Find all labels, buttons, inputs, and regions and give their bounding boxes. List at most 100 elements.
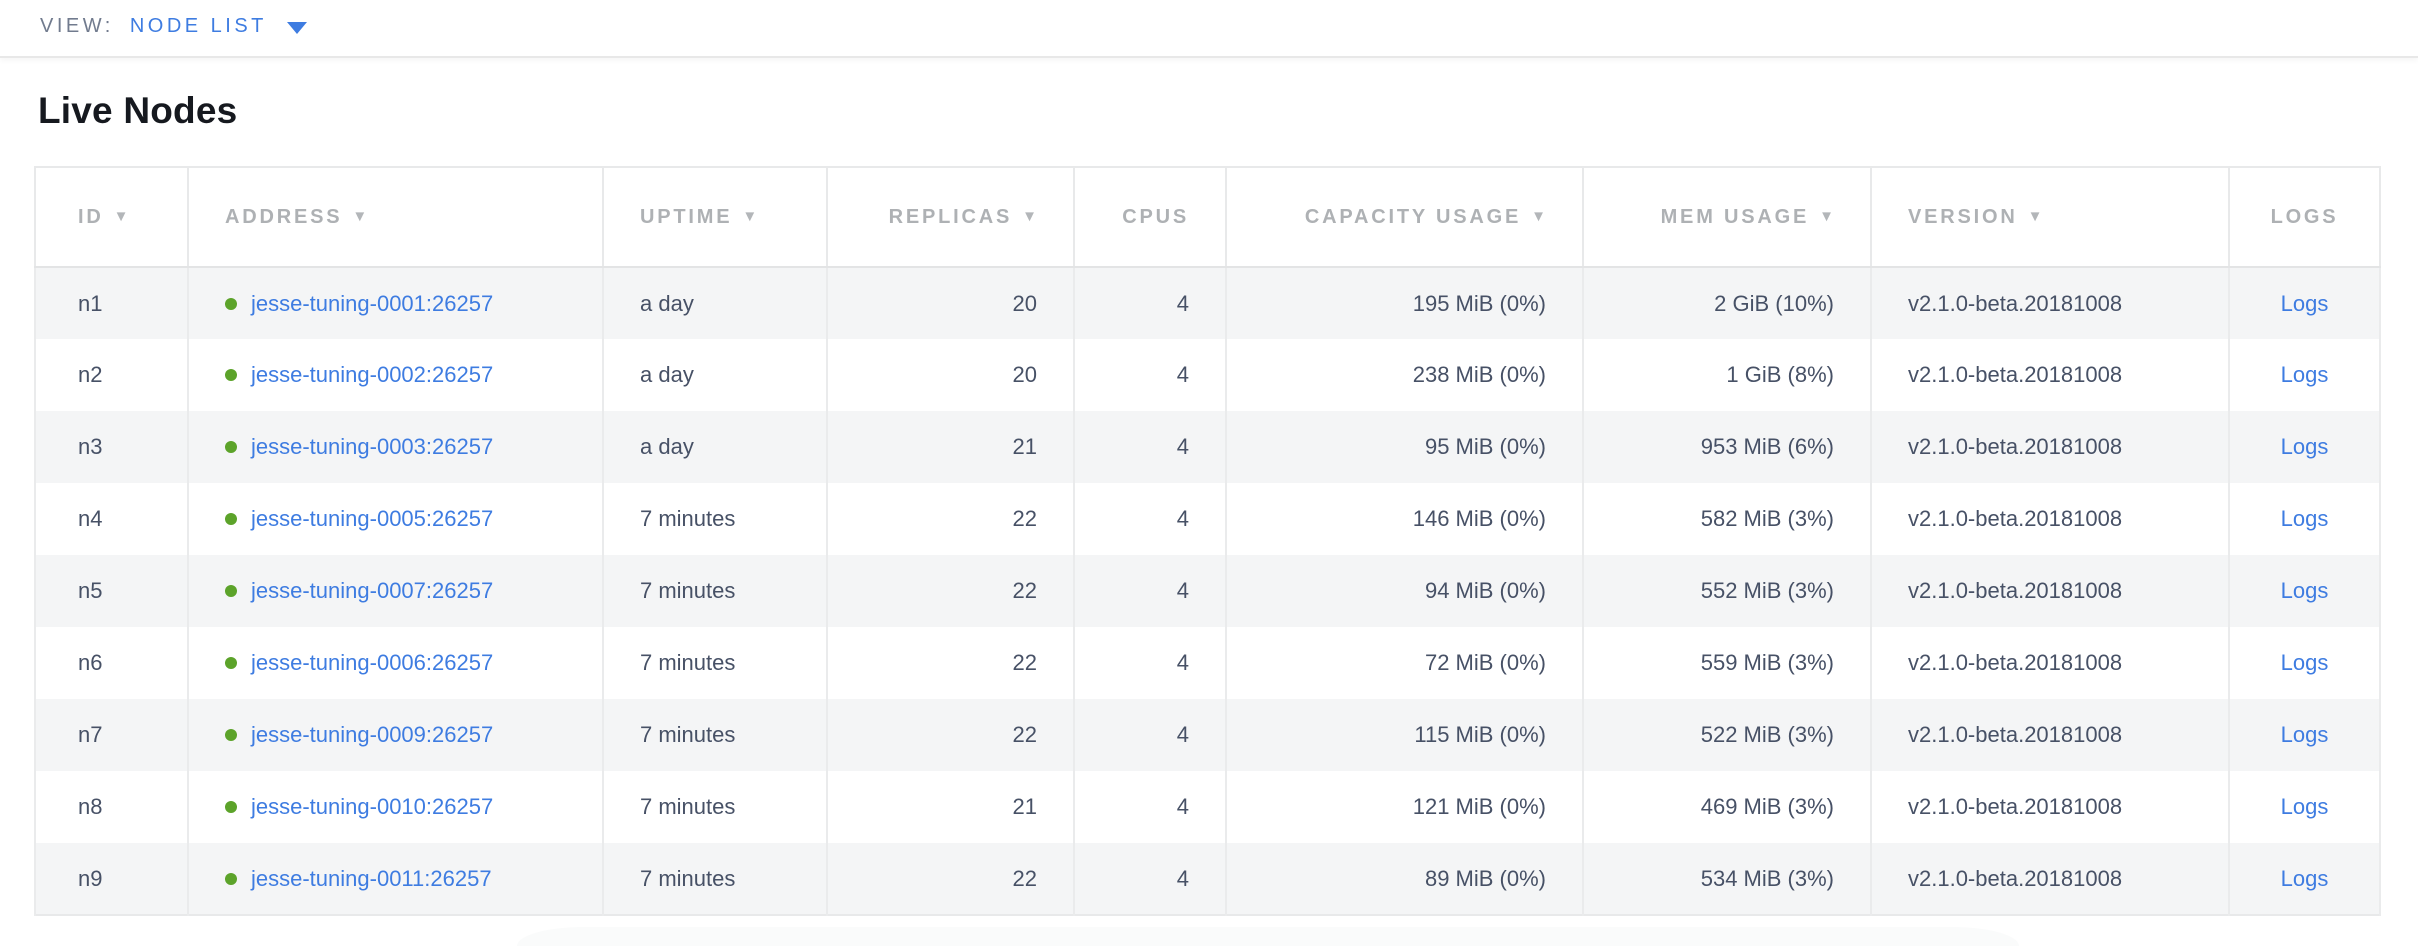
table-row: n1 jesse-tuning-0001:26257 a day 20 4 195 MiB… bbox=[34, 267, 2381, 339]
node-address-link[interactable]: jesse-tuning-0007:26257 bbox=[251, 578, 494, 603]
logs-link[interactable]: Logs bbox=[2280, 578, 2329, 603]
cell-capacity: 146 MiB (0%) bbox=[1225, 483, 1584, 555]
table-row: n8 jesse-tuning-0010:26257 7 minutes 21 4 121… bbox=[34, 771, 2381, 843]
cell-version: v2.1.0-beta.20181008 bbox=[1870, 411, 2230, 483]
cell-address: jesse-tuning-0005:26257 bbox=[187, 483, 604, 555]
cell-uptime: 7 minutes bbox=[602, 843, 828, 915]
live-status-dot-icon bbox=[225, 297, 237, 310]
page-title: Live Nodes bbox=[38, 90, 238, 131]
column-header-version[interactable]: VERSION ▼ bbox=[1870, 167, 2230, 268]
cell-address: jesse-tuning-0011:26257 bbox=[187, 843, 604, 915]
cell-capacity: 121 MiB (0%) bbox=[1225, 771, 1584, 843]
cell-id: n1 bbox=[34, 267, 189, 339]
cell-logs: Logs bbox=[2228, 267, 2381, 339]
column-header-id[interactable]: ID ▼ bbox=[34, 167, 189, 268]
view-selector[interactable]: NODE LIST bbox=[130, 15, 307, 38]
logs-link[interactable]: Logs bbox=[2280, 434, 2329, 459]
table-row: n6 jesse-tuning-0006:26257 7 minutes 22 4 72 … bbox=[34, 627, 2381, 699]
node-address-link[interactable]: jesse-tuning-0011:26257 bbox=[251, 865, 492, 891]
cell-logs: Logs bbox=[2228, 339, 2381, 411]
live-nodes-table: ID ▼ ADDRESS ▼ UPTIME ▼ REPLICAS ▼ CPUS CAPACITY … bbox=[34, 166, 2381, 916]
cell-cpus: 4 bbox=[1073, 843, 1227, 915]
sort-desc-icon: ▼ bbox=[2027, 207, 2043, 225]
logs-link[interactable]: Logs bbox=[2280, 650, 2329, 675]
cell-version: v2.1.0-beta.20181008 bbox=[1870, 843, 2230, 915]
logs-link[interactable]: Logs bbox=[2280, 722, 2329, 747]
cell-replicas: 22 bbox=[826, 627, 1075, 699]
column-header-label: ADDRESS bbox=[225, 205, 343, 228]
logs-link[interactable]: Logs bbox=[2280, 865, 2329, 891]
live-status-dot-icon bbox=[225, 585, 237, 597]
logs-link[interactable]: Logs bbox=[2280, 506, 2329, 531]
node-address-link[interactable]: jesse-tuning-0010:26257 bbox=[251, 794, 494, 819]
node-address-link[interactable]: jesse-tuning-0009:26257 bbox=[251, 722, 494, 747]
cell-capacity: 89 MiB (0%) bbox=[1225, 843, 1584, 915]
sort-desc-icon: ▼ bbox=[742, 207, 758, 225]
node-address-link[interactable]: jesse-tuning-0001:26257 bbox=[251, 290, 494, 316]
node-address-link[interactable]: jesse-tuning-0005:26257 bbox=[251, 506, 494, 531]
cell-mem: 534 MiB (3%) bbox=[1582, 843, 1872, 915]
cell-replicas: 21 bbox=[826, 771, 1075, 843]
cell-cpus: 4 bbox=[1073, 339, 1227, 411]
view-label: VIEW: bbox=[40, 14, 114, 37]
cell-version: v2.1.0-beta.20181008 bbox=[1870, 483, 2230, 555]
column-header-capacity[interactable]: CAPACITY USAGE ▼ bbox=[1225, 167, 1584, 268]
column-header-uptime[interactable]: UPTIME ▼ bbox=[602, 167, 828, 268]
sort-desc-icon: ▼ bbox=[113, 207, 129, 225]
cell-address: jesse-tuning-0009:26257 bbox=[187, 699, 604, 771]
cell-replicas: 22 bbox=[826, 843, 1075, 915]
cell-id: n9 bbox=[34, 843, 189, 915]
cell-version: v2.1.0-beta.20181008 bbox=[1870, 771, 2230, 843]
table-row: n3 jesse-tuning-0003:26257 a day 21 4 95 MiB … bbox=[34, 411, 2381, 483]
cell-replicas: 21 bbox=[826, 411, 1075, 483]
view-bar: VIEW: NODE LIST bbox=[0, 0, 2418, 58]
table-row: n2 jesse-tuning-0002:26257 a day 20 4 238 MiB… bbox=[34, 339, 2381, 411]
column-header-address[interactable]: ADDRESS ▼ bbox=[187, 167, 604, 268]
table-body: n1 jesse-tuning-0001:26257 a day 20 4 195 MiB… bbox=[34, 267, 2381, 915]
cell-uptime: 7 minutes bbox=[602, 483, 828, 555]
logs-link[interactable]: Logs bbox=[2280, 290, 2329, 316]
node-address-link[interactable]: jesse-tuning-0003:26257 bbox=[251, 434, 494, 459]
live-status-dot-icon bbox=[225, 657, 237, 669]
live-status-dot-icon bbox=[225, 441, 237, 453]
cell-mem: 552 MiB (3%) bbox=[1582, 555, 1872, 627]
cell-mem: 2 GiB (10%) bbox=[1582, 267, 1872, 339]
cell-replicas: 22 bbox=[826, 699, 1075, 771]
column-header-label: ID bbox=[78, 205, 104, 228]
table-row: n7 jesse-tuning-0009:26257 7 minutes 22 4 115… bbox=[34, 699, 2381, 771]
cell-version: v2.1.0-beta.20181008 bbox=[1870, 267, 2230, 339]
logs-link[interactable]: Logs bbox=[2280, 794, 2329, 819]
cell-mem: 559 MiB (3%) bbox=[1582, 627, 1872, 699]
dropdown-caret-icon bbox=[286, 21, 307, 34]
cell-address: jesse-tuning-0001:26257 bbox=[187, 267, 604, 339]
column-header-label: CAPACITY USAGE bbox=[1304, 205, 1522, 228]
column-header-replicas[interactable]: REPLICAS ▼ bbox=[826, 167, 1075, 268]
cell-cpus: 4 bbox=[1073, 267, 1227, 339]
column-header-cpus: CPUS bbox=[1073, 167, 1227, 268]
column-header-mem[interactable]: MEM USAGE ▼ bbox=[1582, 167, 1872, 268]
cell-replicas: 20 bbox=[826, 339, 1075, 411]
cell-mem: 522 MiB (3%) bbox=[1582, 699, 1872, 771]
cell-capacity: 94 MiB (0%) bbox=[1225, 555, 1584, 627]
live-status-dot-icon bbox=[225, 513, 237, 525]
table-row: n5 jesse-tuning-0007:26257 7 minutes 22 4 94 … bbox=[34, 555, 2381, 627]
cell-replicas: 20 bbox=[826, 267, 1075, 339]
cell-logs: Logs bbox=[2228, 771, 2381, 843]
cell-address: jesse-tuning-0010:26257 bbox=[187, 771, 604, 843]
column-header-label: MEM USAGE bbox=[1660, 205, 1810, 228]
node-address-link[interactable]: jesse-tuning-0006:26257 bbox=[251, 650, 494, 675]
column-header-label: REPLICAS bbox=[888, 205, 1013, 228]
node-address-link[interactable]: jesse-tuning-0002:26257 bbox=[251, 362, 494, 387]
live-status-dot-icon bbox=[225, 872, 237, 885]
cell-logs: Logs bbox=[2228, 843, 2381, 915]
cell-mem: 953 MiB (6%) bbox=[1582, 411, 1872, 483]
cell-logs: Logs bbox=[2228, 483, 2381, 555]
cell-capacity: 95 MiB (0%) bbox=[1225, 411, 1584, 483]
cell-address: jesse-tuning-0002:26257 bbox=[187, 339, 604, 411]
sort-desc-icon: ▼ bbox=[1022, 207, 1037, 225]
table-header: ID ▼ ADDRESS ▼ UPTIME ▼ REPLICAS ▼ CPUS CAPACITY … bbox=[34, 167, 2381, 268]
cell-id: n7 bbox=[34, 699, 189, 771]
logs-link[interactable]: Logs bbox=[2280, 362, 2329, 387]
cell-version: v2.1.0-beta.20181008 bbox=[1870, 699, 2230, 771]
cell-id: n5 bbox=[34, 555, 189, 627]
